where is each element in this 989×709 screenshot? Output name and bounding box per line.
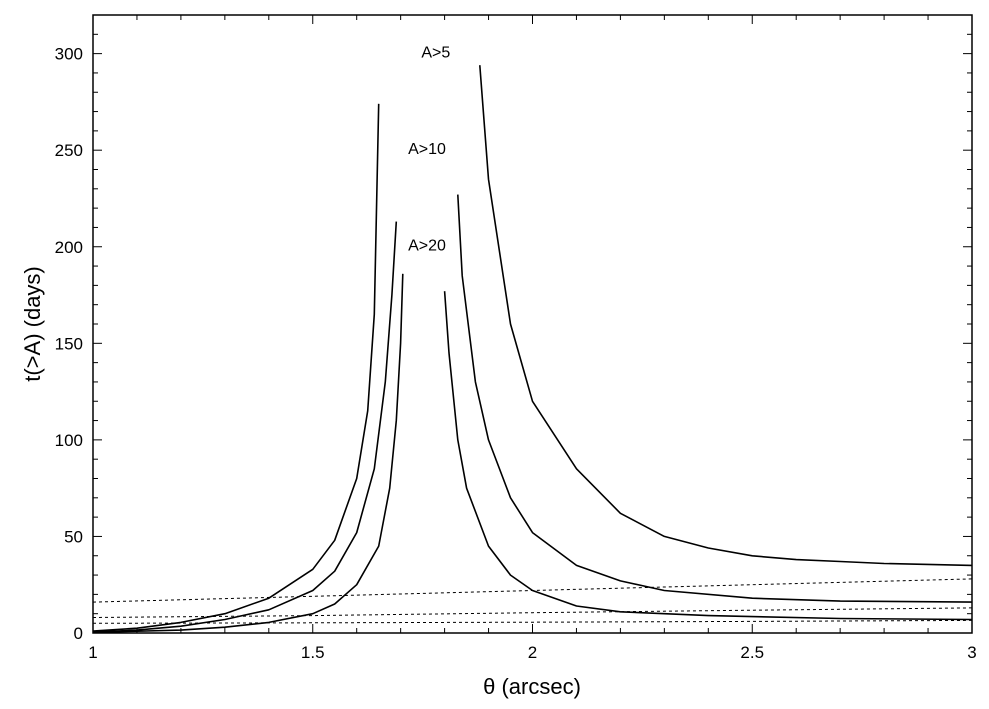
y-tick-label: 250 — [55, 141, 83, 160]
curve-0 — [92, 103, 380, 632]
x-tick-label: 1 — [88, 643, 97, 662]
y-tick-label: 100 — [55, 431, 83, 450]
x-axis-label: θ (arcsec) — [483, 674, 581, 699]
curve-4 — [92, 273, 404, 634]
x-tick-label: 2.5 — [740, 643, 764, 662]
curve-annotation: A>5 — [421, 44, 450, 61]
y-tick-label: 0 — [74, 624, 83, 643]
x-tick-label: 3 — [967, 643, 976, 662]
dashed-curve-8 — [92, 619, 973, 624]
curve-annotation: A>20 — [408, 238, 446, 255]
y-tick-label: 150 — [55, 334, 83, 353]
x-tick-label: 1.5 — [301, 643, 325, 662]
y-tick-label: 300 — [55, 45, 83, 64]
ticks — [92, 15, 973, 634]
plot-frame — [92, 14, 973, 634]
y-axis-label: t(>A) (days) — [20, 266, 45, 382]
series-layer — [92, 65, 973, 634]
y-tick-label: 200 — [55, 238, 83, 257]
dashed-curve-6 — [92, 578, 973, 603]
curve-2 — [92, 221, 398, 633]
curve-1 — [479, 65, 973, 567]
labels-layer: 1 1.5 2 2.5 3 0 50 100 150 200 250 300 A>5 A>10 A>20 — [55, 44, 977, 662]
curve-annotation: A>10 — [408, 141, 446, 158]
y-tick-label: 50 — [64, 527, 83, 546]
x-tick-label: 2 — [528, 643, 537, 662]
curve-3 — [457, 194, 973, 603]
dashed-curve-7 — [92, 607, 973, 618]
curve-5 — [443, 291, 973, 621]
